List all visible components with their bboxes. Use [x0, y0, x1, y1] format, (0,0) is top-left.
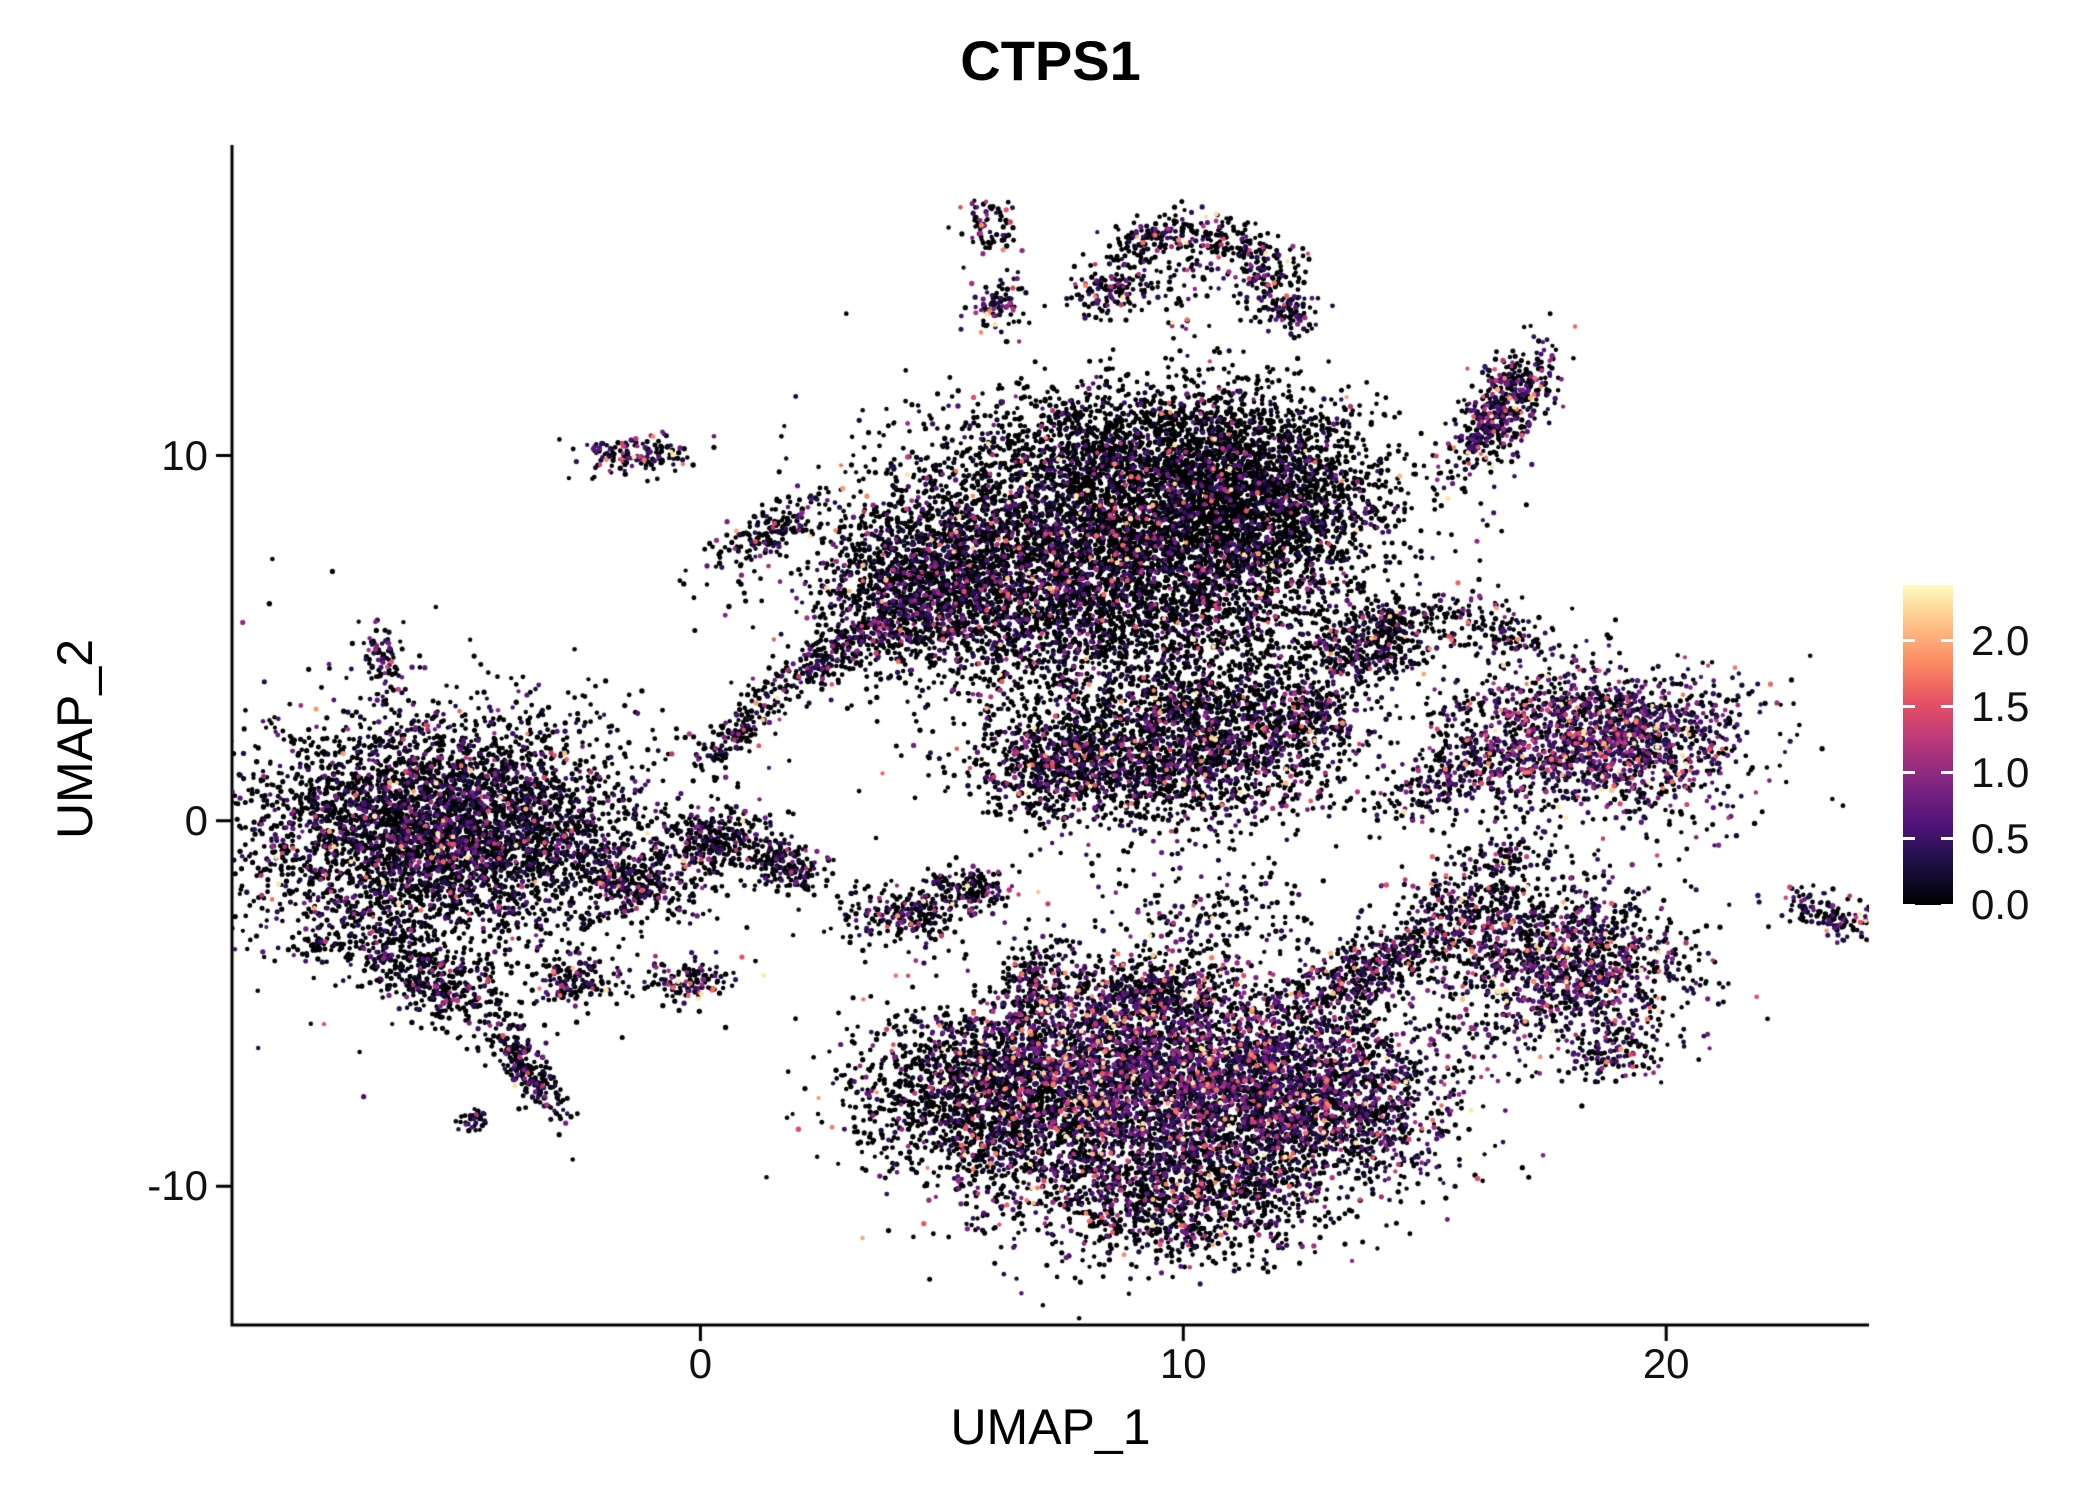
colorbar-tick-mark [1903, 903, 1915, 907]
y-tick-label: -10 [147, 1162, 208, 1210]
y-tick-label: 10 [161, 431, 208, 479]
colorbar-tick-label: 0.5 [1971, 814, 2030, 862]
colorbar-tick-label: 1.5 [1971, 682, 2030, 730]
colorbar-tick-mark [1903, 705, 1915, 709]
colorbar-tick-label: 1.0 [1971, 748, 2030, 796]
colorbar-tick-label: 0.0 [1971, 881, 2030, 928]
colorbar-tick-mark [1941, 837, 1953, 841]
x-tick-label: 10 [1159, 1340, 1207, 1387]
x-axis-label: UMAP_1 [950, 1399, 1151, 1455]
plot-title: CTPS1 [960, 29, 1141, 92]
y-tick-label: 0 [184, 796, 208, 844]
colorbar-gradient [1903, 585, 1953, 905]
x-tick-label: 0 [688, 1340, 713, 1387]
colorbar-tick-mark [1903, 771, 1915, 775]
colorbar-tick-label: 2.0 [1971, 616, 2030, 664]
colorbar-tick-mark [1941, 705, 1953, 709]
x-tick-label: 20 [1642, 1340, 1690, 1387]
colorbar-tick-mark [1941, 903, 1953, 907]
y-axis-label: UMAP_2 [47, 638, 103, 840]
colorbar-tick-mark [1903, 639, 1915, 643]
colorbar-tick-mark [1941, 639, 1953, 643]
colorbar-tick-mark [1941, 771, 1953, 775]
colorbar-tick-mark [1903, 837, 1915, 841]
